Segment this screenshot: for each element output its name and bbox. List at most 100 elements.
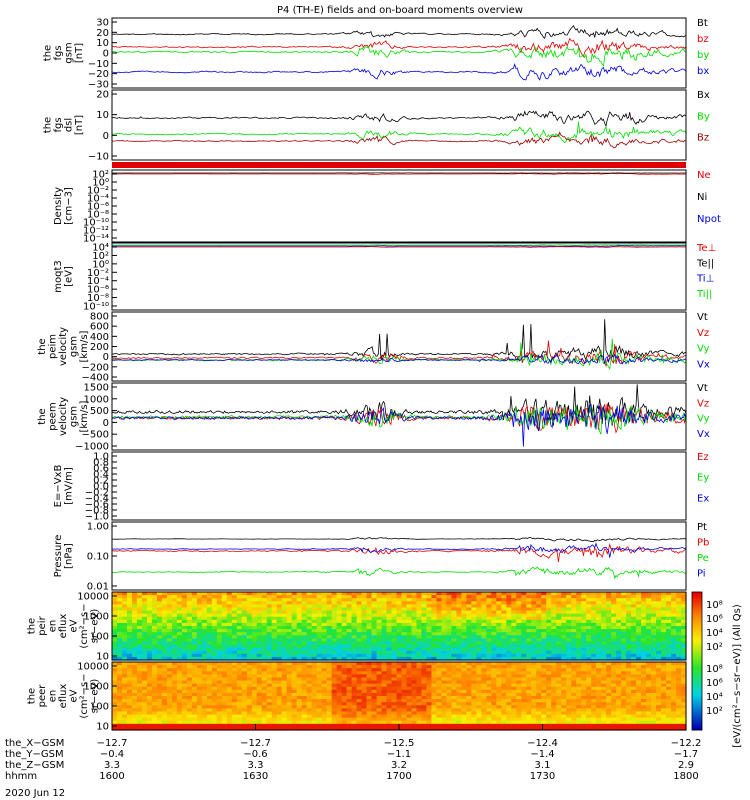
spectrogram-cell: [331, 717, 338, 722]
spectrogram-cell: [256, 668, 263, 672]
spectrogram-cell: [421, 595, 428, 599]
spectrogram-cell: [191, 686, 198, 691]
spectrogram-cell: [166, 644, 173, 649]
spectrogram-cell: [581, 638, 587, 643]
spectrogram-cell: [112, 656, 118, 661]
spectrogram-cell: [561, 692, 567, 697]
spectrogram-cell: [436, 635, 443, 639]
spectrogram-cell: [146, 598, 153, 602]
spectrogram-cell: [511, 708, 517, 713]
spectrogram-cell: [501, 635, 507, 639]
spectrogram-cell: [596, 629, 602, 633]
spectrogram-cell: [386, 699, 393, 703]
spectrogram-cell: [261, 592, 268, 596]
spectrogram-cell: [486, 656, 492, 661]
spectrogram-cell: [626, 632, 632, 636]
spectrogram-cell: [541, 592, 547, 596]
spectrogram-cell: [411, 653, 418, 658]
spectrogram-cell: [146, 726, 153, 731]
spectrogram-cell: [126, 607, 133, 612]
spectrogram-cell: [566, 598, 572, 602]
spectrogram-cell: [521, 665, 527, 669]
spectrogram-cell: [406, 610, 413, 615]
spectrogram-cell: [646, 613, 652, 618]
spectrogram-cell: [151, 653, 158, 658]
spectrogram-cell: [131, 610, 138, 615]
spectrogram-cell: [511, 699, 517, 703]
spectrogram-cell: [231, 650, 238, 655]
spectrogram-cell: [476, 714, 482, 719]
spectrogram-cell: [306, 610, 313, 615]
spectrogram-cell: [136, 607, 143, 612]
spectrogram-cell: [616, 656, 622, 661]
spectrogram-cell: [546, 720, 552, 725]
spectrogram-cell: [246, 644, 253, 649]
spectrogram-cell: [276, 656, 283, 661]
spectrogram-cell: [226, 604, 233, 609]
spectrogram-cell: [596, 638, 602, 643]
spectrogram-cell: [196, 635, 203, 639]
spectrogram-cell: [296, 723, 303, 728]
spectrogram-cell: [556, 653, 562, 658]
spectrogram-cell: [646, 677, 652, 682]
spectrogram-cell: [251, 641, 258, 646]
spectrogram-cell: [396, 613, 403, 618]
spectrogram-cell: [421, 635, 428, 639]
spectrogram-cell: [276, 683, 283, 688]
spectrogram-cell: [381, 622, 388, 627]
spectrogram-cell: [381, 613, 388, 618]
spectrogram-cell: [636, 650, 642, 655]
spectrogram-cell: [596, 692, 602, 697]
spectrogram-cell: [141, 644, 148, 649]
spectrogram-cell: [601, 689, 607, 694]
spectrogram-cell: [366, 662, 373, 666]
spectrogram-cell: [461, 613, 467, 618]
spectrogram-cell: [511, 610, 517, 615]
spectrogram-cell: [451, 696, 457, 700]
spectrogram-cell: [641, 671, 647, 675]
spectrogram-cell: [391, 717, 398, 722]
spectrogram-cell: [271, 665, 278, 669]
spectrogram-cell: [191, 677, 198, 682]
spectrogram-cell: [296, 613, 303, 618]
spectrogram-cell: [651, 726, 657, 731]
spectrogram-cell: [671, 653, 677, 658]
spectrogram-cell: [471, 601, 477, 605]
spectrogram-cell: [326, 598, 333, 602]
spectrogram-cell: [346, 653, 353, 658]
spectrogram-cell: [246, 656, 253, 661]
spectrogram-cell: [356, 653, 363, 658]
spectrogram-cell: [506, 714, 512, 719]
spectrogram-cell: [641, 629, 647, 633]
spectrogram-cell: [416, 653, 423, 658]
spectrogram-cell: [561, 638, 567, 643]
spectrogram-cell: [671, 616, 677, 621]
spectrogram-cell: [176, 641, 183, 646]
spectrogram-cell: [356, 720, 363, 725]
spectrogram-cell: [431, 717, 438, 722]
spectrogram-cell: [286, 723, 293, 728]
spectrogram-cell: [636, 647, 642, 652]
spectrogram-cell: [446, 717, 453, 722]
spectrogram-cell: [466, 604, 472, 609]
spectrogram-cell: [601, 726, 607, 731]
spectrogram-cell: [641, 592, 647, 596]
spectrogram-cell: [481, 708, 487, 713]
spectrogram-cell: [651, 705, 657, 709]
spectrogram-cell: [126, 720, 133, 725]
spectrogram-cell: [421, 711, 428, 716]
spectrogram-cell: [466, 622, 472, 627]
spectrogram-cell: [201, 702, 208, 706]
spectrogram-cell: [311, 613, 318, 618]
spectrogram-cell: [386, 696, 393, 700]
spectrogram-cell: [196, 616, 203, 621]
spectrogram-cell: [176, 677, 183, 682]
spectrogram-cell: [611, 680, 617, 685]
spectrogram-cell: [466, 665, 472, 669]
spectrogram-cell: [346, 723, 353, 728]
spectrogram-cell: [636, 726, 642, 731]
spectrogram-cell: [431, 601, 438, 605]
spectrogram-cell: [191, 726, 198, 731]
spectrogram-cell: [276, 668, 283, 672]
spectrogram-cell: [196, 629, 203, 633]
